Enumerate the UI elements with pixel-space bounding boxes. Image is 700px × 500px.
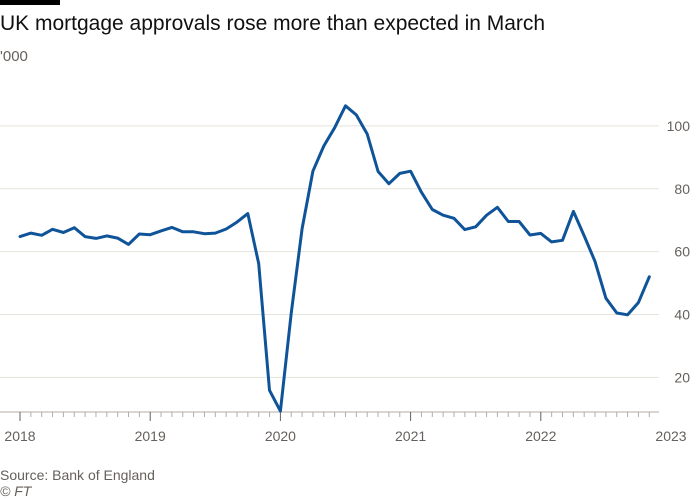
x-tick-label-2021: 2021 [395,428,426,444]
chart-title: UK mortgage approvals rose more than exp… [0,12,546,35]
x-tick-label-2019: 2019 [135,428,166,444]
y-tick-label-20: 20 [674,369,690,385]
x-tick-label-2023: 2023 [655,428,686,444]
y-tick-label-40: 40 [674,307,690,323]
x-tick-label-2022: 2022 [525,428,556,444]
grid-lines [0,125,659,378]
y-tick-label-60: 60 [674,244,690,260]
x-tick-label-2020: 2020 [265,428,296,444]
chart-svg: 20 40 60 80 100 2018 2019 2020 2021 2022 2023 [0,104,691,444]
copyright-note: © FT [0,483,32,499]
x-axis-ticks: 2018 2019 2020 2021 2022 2023 [4,428,686,444]
y-axis-ticks: 20 40 60 80 100 [667,118,691,386]
brand-bar [0,0,60,5]
x-axis [0,411,659,421]
y-tick-label-80: 80 [674,181,690,197]
series-layer [18,104,651,413]
line-chart: 20 40 60 80 100 2018 2019 2020 2021 2022 2023 [0,85,700,455]
y-tick-label-100: 100 [667,118,691,134]
unit-label: '000 [0,48,28,65]
series-line-0 [18,104,651,413]
x-tick-label-2018: 2018 [4,428,35,444]
source-note: Source: Bank of England [0,467,155,483]
